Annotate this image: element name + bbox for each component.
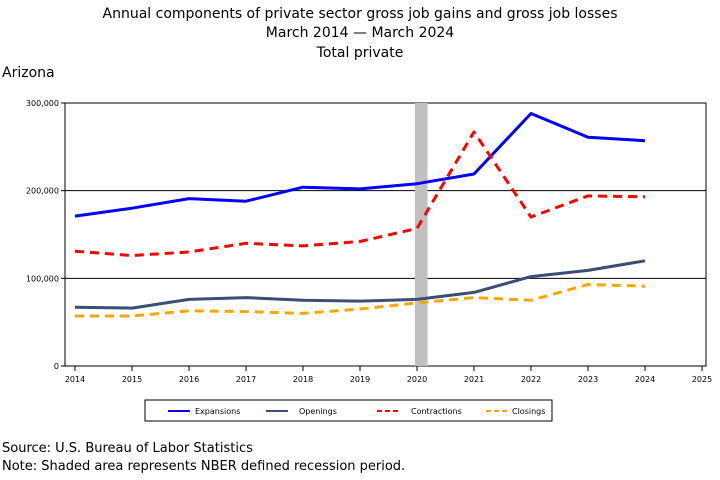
x-tick-label: 2020 [407,375,427,384]
line-chart: 0 100,000 200,000 300,000 2014 2015 2016 2017 20… [26,99,712,422]
chart-title-line-2: March 2014 — March 2024 [265,25,455,41]
y-tick-label: 200,000 [26,187,59,196]
chart-title-line-1: Annual components of private sector gros… [102,6,618,22]
recession-shading [415,103,428,366]
chart-title-line-3: Total private [316,45,404,61]
legend-box [144,399,553,422]
series-line-contractions [74,130,646,257]
legend-label-openings: Openings [299,407,337,416]
x-tick-label: 2019 [350,375,370,384]
region-label: Arizona [2,65,55,81]
note-text: Note: Shaded area represents NBER define… [2,459,406,474]
x-tick-label: 2017 [236,375,256,384]
x-tick-label: 2015 [122,375,142,384]
x-tick-label: 2014 [65,375,85,384]
series-line-expansions [74,112,646,218]
x-tick-label: 2022 [521,375,541,384]
y-tick-label: 0 [54,362,59,371]
series-line-openings [74,259,646,310]
y-tick-label: 300,000 [26,99,59,108]
x-tick-label: 2025 [692,375,712,384]
x-tick-label: 2023 [578,375,598,384]
source-text: Source: U.S. Bureau of Labor Statistics [2,441,253,456]
x-tick-label: 2016 [179,375,199,384]
x-tick-label: 2024 [635,375,655,384]
legend-label-contractions: Contractions [411,407,462,416]
plot-frame [64,102,707,367]
legend-label-closings: Closings [512,407,545,416]
x-tick-label: 2021 [464,375,484,384]
x-tick-label: 2018 [293,375,313,384]
y-tick-label: 100,000 [26,274,59,283]
series-line-closings [75,283,646,318]
legend-label-expansions: Expansions [195,407,240,416]
